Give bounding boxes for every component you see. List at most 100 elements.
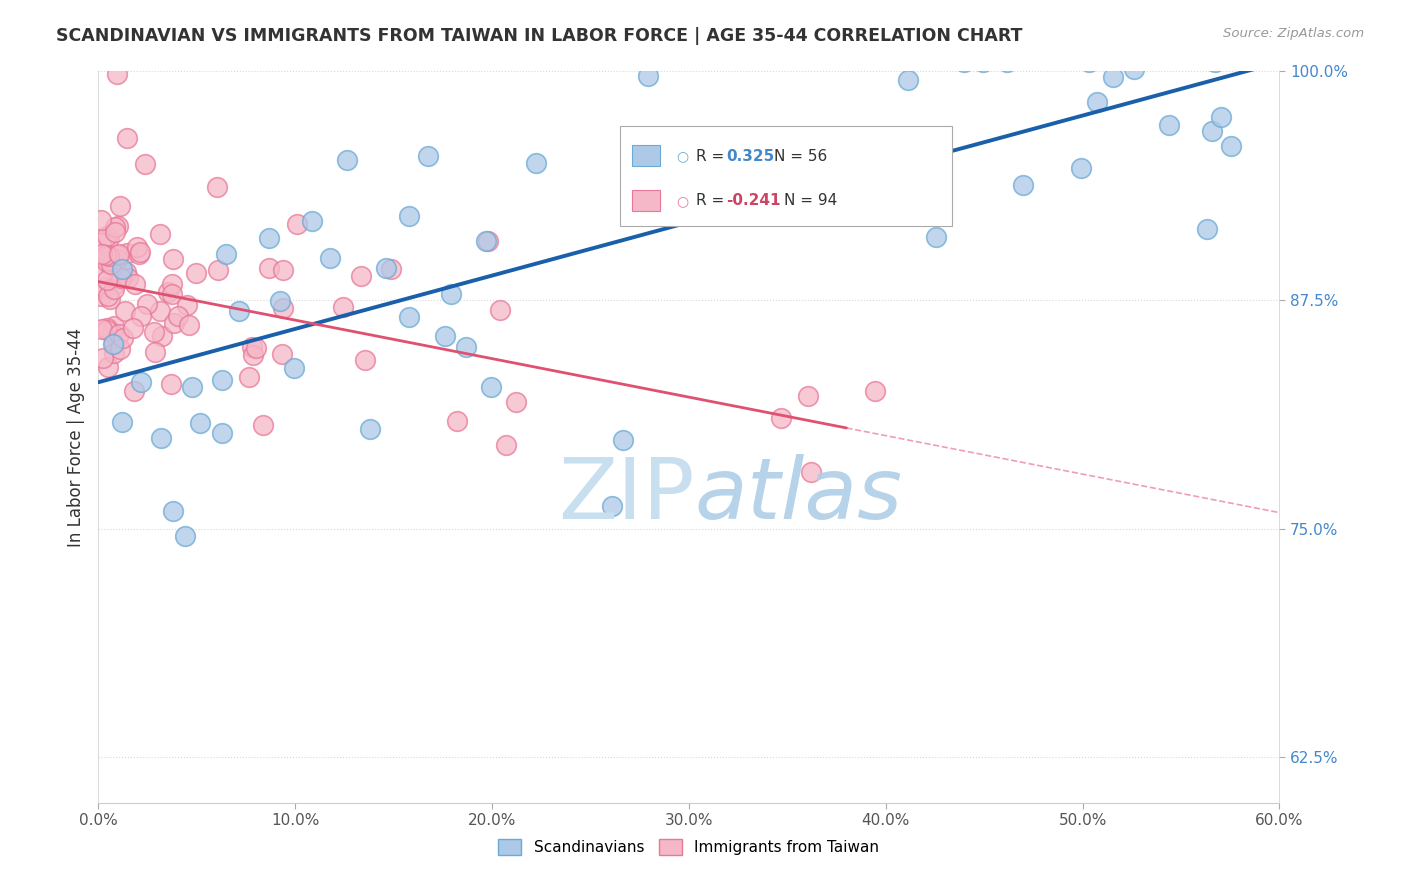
Text: ○: ○ <box>676 150 688 163</box>
Point <box>1219 139 1241 153</box>
Point <box>800 465 823 479</box>
Text: ZIP: ZIP <box>558 454 695 537</box>
Point <box>252 417 274 432</box>
Point <box>188 416 211 430</box>
Text: atlas: atlas <box>695 454 903 537</box>
Text: N = 94: N = 94 <box>785 194 838 209</box>
Point <box>283 360 305 375</box>
Point <box>1209 111 1232 125</box>
Point <box>215 247 238 261</box>
Text: R =: R = <box>696 149 728 164</box>
Legend: Scandinavians, Immigrants from Taiwan: Scandinavians, Immigrants from Taiwan <box>492 833 886 861</box>
Point <box>524 156 547 170</box>
Point <box>174 529 197 543</box>
Point <box>167 309 190 323</box>
Text: SCANDINAVIAN VS IMMIGRANTS FROM TAIWAN IN LABOR FORCE | AGE 35-44 CORRELATION CH: SCANDINAVIAN VS IMMIGRANTS FROM TAIWAN I… <box>56 27 1022 45</box>
Point <box>110 270 132 285</box>
Point <box>769 411 792 425</box>
Point <box>111 262 134 277</box>
Point <box>505 395 527 409</box>
Point <box>240 340 263 354</box>
Text: 0.325: 0.325 <box>727 149 775 164</box>
Point <box>122 384 145 398</box>
Point <box>97 359 120 374</box>
Point <box>90 322 112 336</box>
Point <box>1012 178 1035 192</box>
Point <box>271 301 294 315</box>
Point <box>90 212 112 227</box>
Point <box>149 304 172 318</box>
Point <box>456 341 478 355</box>
Point <box>125 240 148 254</box>
Point <box>797 389 820 403</box>
Point <box>1159 118 1181 132</box>
Point <box>350 269 373 284</box>
Point <box>477 235 499 249</box>
Text: ○: ○ <box>676 194 688 208</box>
Point <box>96 323 118 337</box>
Point <box>495 437 517 451</box>
Point <box>600 500 623 514</box>
Point <box>107 219 129 233</box>
Point <box>157 285 180 299</box>
Point <box>150 329 173 343</box>
Point <box>136 297 159 311</box>
Point <box>110 342 132 356</box>
Point <box>242 348 264 362</box>
Point <box>681 205 703 219</box>
Point <box>380 262 402 277</box>
Point <box>103 336 125 351</box>
Point <box>115 131 138 145</box>
Point <box>96 321 118 335</box>
Point <box>143 344 166 359</box>
Point <box>211 426 233 441</box>
Point <box>301 214 323 228</box>
Point <box>103 282 125 296</box>
Point <box>319 251 342 265</box>
Point <box>98 231 121 245</box>
Point <box>1122 62 1144 76</box>
Point <box>952 55 974 70</box>
Point <box>186 266 208 280</box>
Point <box>100 292 122 306</box>
Point <box>440 286 463 301</box>
Point <box>96 255 118 269</box>
Point <box>107 248 129 262</box>
Point <box>91 351 114 365</box>
Point <box>228 304 250 318</box>
Point <box>271 263 294 277</box>
Point <box>1102 70 1125 85</box>
Point <box>207 263 229 277</box>
Point <box>124 277 146 292</box>
Point <box>104 220 127 235</box>
Point <box>995 55 1018 70</box>
Point <box>115 246 138 260</box>
Point <box>285 217 308 231</box>
Point <box>103 346 125 360</box>
Point <box>238 370 260 384</box>
Point <box>94 248 117 262</box>
Point <box>612 433 634 447</box>
Point <box>149 227 172 241</box>
Point <box>488 302 510 317</box>
Point <box>335 153 357 168</box>
Point <box>103 226 125 240</box>
Point <box>897 73 920 87</box>
Point <box>160 277 183 292</box>
Point <box>103 336 125 351</box>
Point <box>90 288 112 302</box>
Point <box>1070 161 1092 175</box>
Point <box>105 67 128 81</box>
Point <box>269 293 291 308</box>
Point <box>104 277 127 292</box>
Point <box>162 252 184 266</box>
Point <box>128 245 150 260</box>
Y-axis label: In Labor Force | Age 35-44: In Labor Force | Age 35-44 <box>66 327 84 547</box>
Point <box>637 69 659 83</box>
Text: R =: R = <box>696 194 728 209</box>
Point <box>96 273 118 287</box>
Point <box>475 234 498 248</box>
Point <box>101 326 124 340</box>
Point <box>332 300 354 314</box>
Text: -0.241: -0.241 <box>727 194 782 209</box>
